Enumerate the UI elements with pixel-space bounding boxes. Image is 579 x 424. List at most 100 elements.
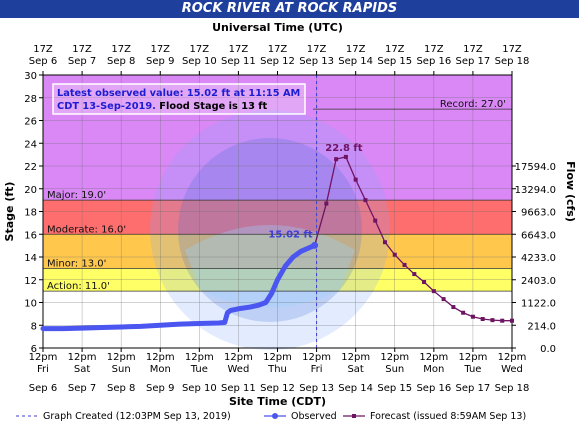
threshold-label: Minor: 13.0' xyxy=(47,258,106,269)
y-tick-label: 22 xyxy=(24,162,37,173)
bottom-tick-date: Sep 8 xyxy=(107,383,135,394)
flow-tick-label: 4233.0 xyxy=(521,253,556,264)
threshold-label: Major: 19.0' xyxy=(47,190,106,201)
forecast-point xyxy=(451,305,456,310)
forecast-point xyxy=(461,310,466,315)
top-tick-label: 17Z xyxy=(268,44,288,55)
top-tick-date: Sep 7 xyxy=(68,56,96,67)
top-tick-label: 17Z xyxy=(33,44,53,55)
top-tick-date: Sep 15 xyxy=(377,56,412,67)
bottom-axis-label: Site Time (CDT) xyxy=(229,395,326,408)
top-tick-label: 17Z xyxy=(502,44,522,55)
bottom-tick-day: Mon xyxy=(150,364,171,375)
top-tick-date: Sep 9 xyxy=(146,56,174,67)
top-tick-date: Sep 10 xyxy=(182,56,217,67)
forecast-point xyxy=(392,252,397,257)
legend-observed-label: Observed xyxy=(291,411,337,422)
bottom-tick-time: 12pm xyxy=(498,352,527,363)
latest-value-label: 15.02 ft xyxy=(268,229,312,240)
bottom-tick-time: 12pm xyxy=(380,352,409,363)
y-axis-label: Stage (ft) xyxy=(3,182,16,242)
forecast-point xyxy=(470,314,475,319)
forecast-point xyxy=(353,177,358,182)
bottom-tick-time: 12pm xyxy=(224,352,253,363)
flow-tick-label: 13294.0 xyxy=(515,185,556,196)
top-tick-date: Sep 17 xyxy=(456,56,491,67)
top-tick-label: 17Z xyxy=(150,44,170,55)
forecast-point xyxy=(422,280,427,285)
legend-forecast-marker xyxy=(352,414,356,418)
bottom-tick-time: 12pm xyxy=(419,352,448,363)
forecast-point xyxy=(363,198,368,203)
info-box-line2: CDT 13-Sep-2019. Flood Stage is 13 ft xyxy=(57,101,268,112)
bottom-tick-date: Sep 7 xyxy=(68,383,96,394)
top-tick-date: Sep 11 xyxy=(221,56,256,67)
bottom-tick-day: Tue xyxy=(190,364,208,375)
threshold-label: Action: 11.0' xyxy=(47,281,110,292)
watermark-inner-disc xyxy=(178,138,362,322)
y-tick-label: 26 xyxy=(24,117,37,128)
top-tick-date: Sep 13 xyxy=(299,56,334,67)
bottom-tick-day: Mon xyxy=(423,364,444,375)
chart-title: ROCK RIVER AT ROCK RAPIDS xyxy=(0,0,579,18)
bottom-tick-date: Sep 12 xyxy=(260,383,295,394)
y-tick-label: 6 xyxy=(31,344,37,355)
bottom-tick-date: Sep 17 xyxy=(456,383,491,394)
forecast-point xyxy=(510,318,514,323)
y-tick-label: 12 xyxy=(24,276,37,287)
y-tick-label: 24 xyxy=(24,139,37,150)
bottom-tick-day: Fri xyxy=(37,364,49,375)
y-tick-label: 8 xyxy=(31,321,37,332)
bottom-tick-time: 12pm xyxy=(107,352,136,363)
bottom-tick-date: Sep 6 xyxy=(29,383,57,394)
bottom-tick-time: 12pm xyxy=(146,352,175,363)
legend-created-label: Graph Created (12:03PM Sep 13, 2019) xyxy=(43,411,231,422)
forecast-point xyxy=(500,318,505,323)
y-tick-label: 20 xyxy=(24,185,37,196)
bottom-tick-date: Sep 9 xyxy=(146,383,174,394)
forecast-point xyxy=(373,218,378,223)
bottom-tick-day: Fri xyxy=(311,364,323,375)
bottom-tick-day: Thu xyxy=(267,364,287,375)
bottom-tick-day: Sat xyxy=(347,364,363,375)
forecast-point xyxy=(480,316,485,321)
y-tick-label: 14 xyxy=(24,253,37,264)
forecast-point xyxy=(431,289,436,294)
y-tick-label: 18 xyxy=(24,208,37,219)
bottom-tick-date: Sep 14 xyxy=(338,383,373,394)
bottom-tick-day: Sat xyxy=(74,364,90,375)
bottom-tick-day: Wed xyxy=(228,364,250,375)
top-tick-label: 17Z xyxy=(111,44,131,55)
forecast-point xyxy=(382,240,387,245)
top-tick-date: Sep 18 xyxy=(495,56,530,67)
bottom-tick-date: Sep 10 xyxy=(182,383,217,394)
top-tick-label: 17Z xyxy=(463,44,483,55)
bottom-tick-date: Sep 11 xyxy=(221,383,256,394)
bottom-tick-date: Sep 15 xyxy=(377,383,412,394)
forecast-point xyxy=(490,318,495,323)
bottom-tick-date: Sep 16 xyxy=(416,383,451,394)
top-tick-label: 17Z xyxy=(424,44,444,55)
top-tick-date: Sep 16 xyxy=(416,56,451,67)
observed-latest-point xyxy=(311,241,319,249)
bottom-tick-time: 12pm xyxy=(185,352,214,363)
top-tick-label: 17Z xyxy=(72,44,92,55)
forecast-point xyxy=(402,262,407,267)
threshold-label: Moderate: 16.0' xyxy=(47,224,126,235)
chart-canvas: Action: 11.0' Minor: 13.0' Moderate: 16.0'… xyxy=(3,21,577,422)
top-tick-date: Sep 8 xyxy=(107,56,135,67)
y-tick-label: 28 xyxy=(24,94,37,105)
flow-tick-label: 6643.0 xyxy=(521,230,556,241)
top-tick-label: 17Z xyxy=(385,44,405,55)
record-label: Record: 27.0' xyxy=(440,99,506,110)
bottom-tick-day: Sun xyxy=(385,364,404,375)
bottom-tick-time: 12pm xyxy=(263,352,292,363)
flow-tick-label: 2403.0 xyxy=(521,276,556,287)
top-tick-label: 17Z xyxy=(346,44,366,55)
top-tick-date: Sep 6 xyxy=(29,56,57,67)
top-axis-label: Universal Time (UTC) xyxy=(212,21,343,34)
bottom-tick-date: Sep 18 xyxy=(495,383,530,394)
bottom-tick-time: 12pm xyxy=(68,352,97,363)
flow-tick-label: 9663.0 xyxy=(521,208,556,219)
